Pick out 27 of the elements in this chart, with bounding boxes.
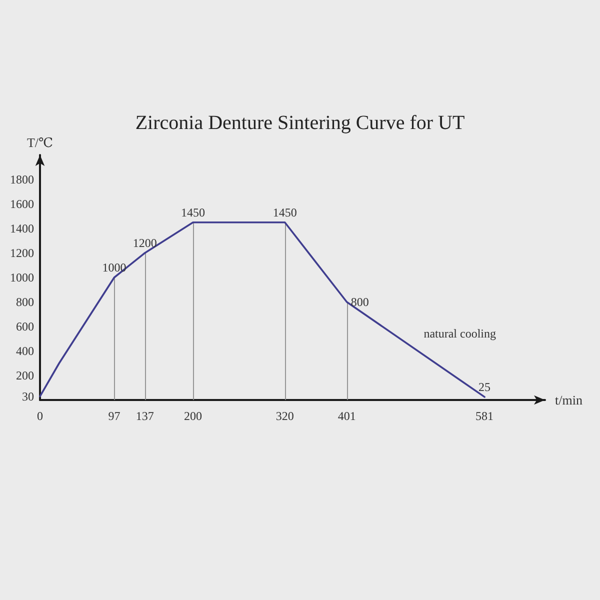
x-tick-label: 401 [338,409,356,423]
y-tick-label: 200 [16,368,34,382]
y-tick-label: 800 [16,295,34,309]
data-label: 800 [350,295,369,309]
y-tick-label: 600 [16,320,34,334]
x-tick-label: 200 [184,409,202,423]
data-label: 1450 [181,205,206,220]
y-tick-label: 1400 [10,222,34,236]
x-tick-label: 137 [136,409,154,423]
x-tick-label: 97 [108,409,120,423]
data-label: 1450 [272,205,297,220]
y-axis-title: T/℃ [26,135,54,150]
chart-title: Zirconia Denture Sintering Curve for UT [135,112,465,134]
data-label: 1200 [132,236,157,250]
y-tick-label: 30 [22,389,34,404]
data-label: 1000 [102,260,126,274]
y-tick-label: 1000 [10,270,34,284]
y-tick-label: 400 [16,344,34,358]
x-tick-label: 0 [37,409,43,423]
y-tick-label: 1200 [10,246,34,260]
y-tick-label: 1600 [10,197,34,211]
y-tick-label: 1800 [10,172,34,186]
annotation: natural cooling [424,326,496,340]
data-label: 25 [478,380,491,394]
x-tick-label: 320 [276,409,294,423]
x-tick-label: 581 [476,409,494,423]
x-axis-title: t/min [555,392,583,408]
